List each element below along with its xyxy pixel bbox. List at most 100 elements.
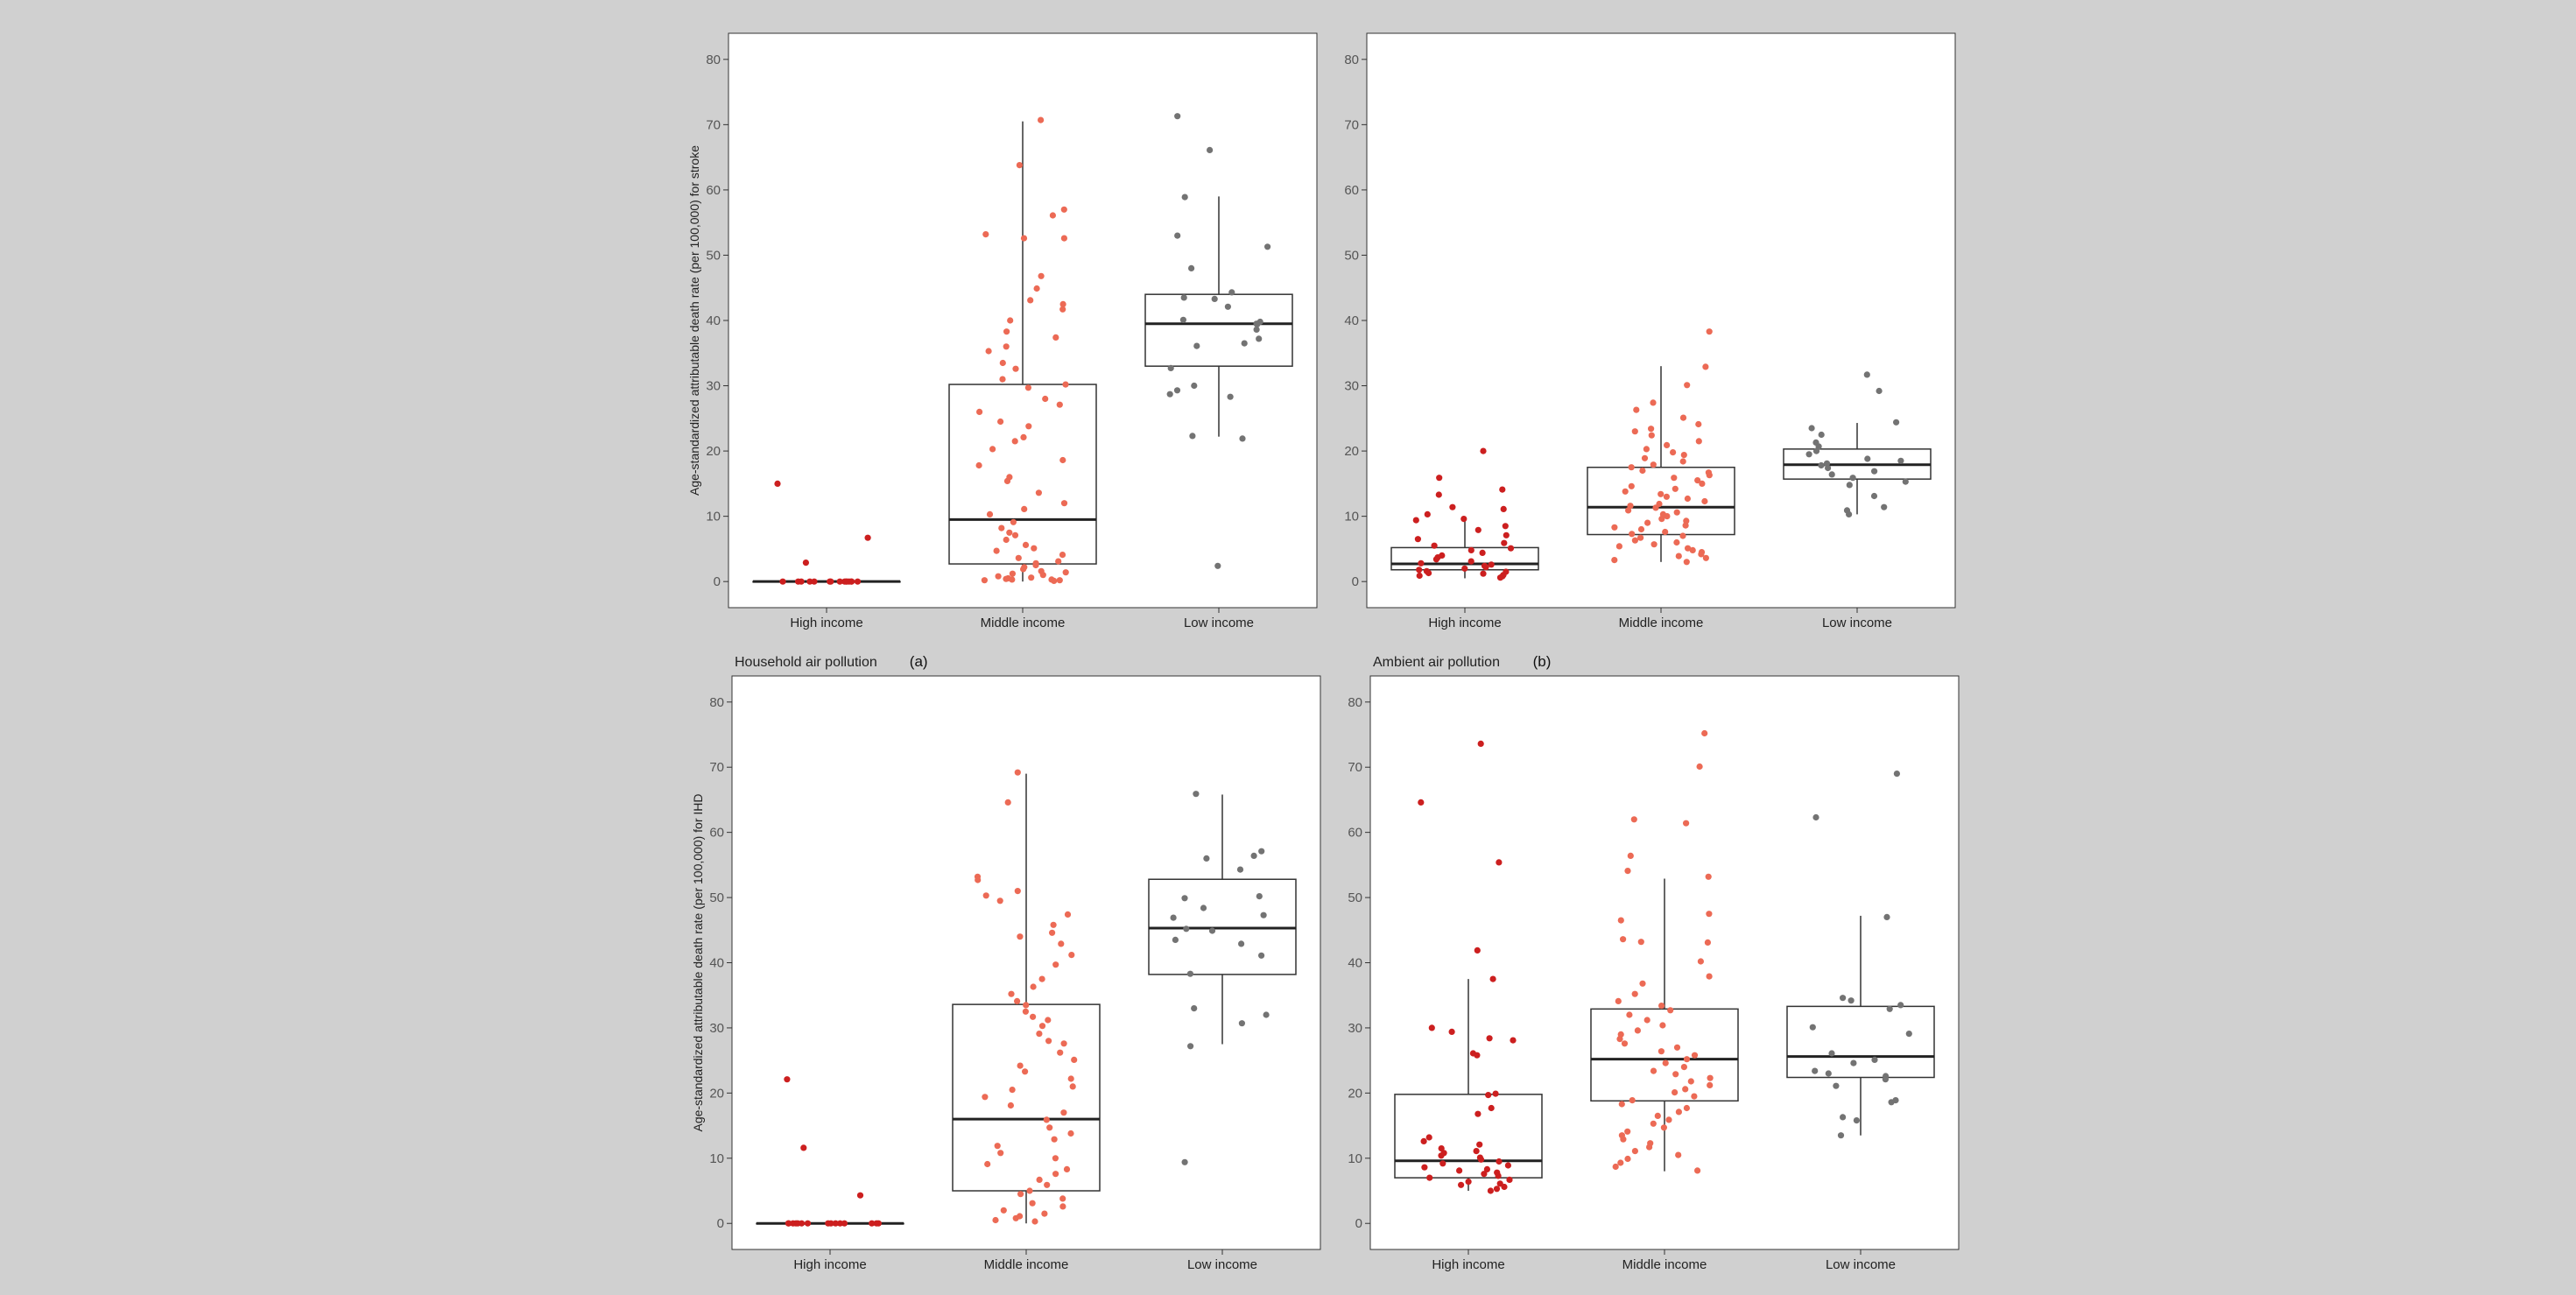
data-point [1009,570,1016,577]
data-point [1412,517,1419,524]
data-point [1477,1156,1485,1163]
data-point [1416,567,1423,574]
data-point [1045,1017,1052,1024]
data-point [1056,401,1063,408]
data-point [1062,381,1069,388]
y-tick-label: 10 [706,510,721,524]
data-point [1812,1067,1819,1074]
data-point [1485,1092,1492,1099]
data-point [1837,1132,1845,1139]
data-point [1022,1008,1029,1015]
data-point [1482,564,1489,571]
y-tick-label: 70 [709,760,724,775]
data-point [1228,289,1235,296]
box-low-income [1144,196,1293,437]
box-iqr [948,384,1097,565]
data-point [1041,1210,1048,1217]
data-point [1055,558,1062,565]
data-point [1458,1181,1465,1188]
data-point [1414,536,1421,543]
data-point [1864,455,1871,462]
data-point [1848,997,1855,1004]
data-point [1897,457,1904,464]
data-point [875,1220,882,1227]
data-point [1639,980,1646,987]
data-point [1846,482,1853,489]
y-tick-label: 40 [1348,956,1362,971]
data-point [1694,477,1701,484]
data-point [1840,1114,1847,1121]
box-middle-income [952,773,1101,1224]
data-point [1174,232,1181,239]
data-point [1496,574,1504,581]
data-point [1025,423,1032,430]
data-point [785,1220,792,1227]
data-point [1425,1134,1432,1141]
data-point [1670,449,1677,456]
data-point [1646,1144,1653,1151]
data-point [1683,1056,1691,1063]
data-point [1258,848,1265,855]
data-point [1030,1013,1037,1020]
data-point [1496,1158,1503,1165]
data-point [1672,485,1679,492]
data-point [1059,1195,1066,1202]
data-point [1431,542,1438,549]
data-point [790,1220,797,1227]
data-point [1477,740,1484,748]
data-point [836,578,843,585]
x-tick-label: Middle income [1622,1257,1707,1272]
panel-title: Household air pollution [735,655,877,670]
data-point [1685,545,1692,552]
x-tick-label: Low income [1184,616,1254,630]
data-point [1254,320,1261,328]
data-point [1183,926,1190,933]
data-point [1893,771,1900,778]
data-point [1630,816,1637,823]
data-point [1620,936,1627,943]
data-point [1172,936,1179,943]
data-point [1620,1136,1627,1143]
data-point [1812,813,1819,821]
data-point [806,578,813,585]
data-point [1663,493,1670,500]
data-point [1014,769,1021,776]
data-point [1702,554,1709,561]
data-point [1017,933,1024,940]
data-point [1416,572,1423,580]
data-point [1650,1120,1657,1127]
data-point [1068,952,1075,959]
data-point [1236,866,1244,873]
data-point [1650,399,1657,406]
data-point [1180,294,1187,301]
data-point [1193,791,1200,798]
data-point [1448,1028,1455,1035]
y-tick-label: 80 [1344,53,1359,67]
data-point [975,876,982,883]
data-point [1007,317,1014,324]
data-point [1024,384,1031,391]
data-point [1263,1011,1270,1018]
data-point [995,573,1002,580]
y-tick-label: 30 [1344,379,1359,394]
box-low-income [1148,794,1297,1045]
data-point [1032,561,1039,569]
data-point [1611,524,1618,531]
data-point [1888,1099,1895,1106]
data-point [1648,426,1655,433]
data-point [1664,513,1671,520]
data-point [1850,1059,1857,1066]
data-point [1684,382,1691,389]
data-point [1241,340,1248,347]
data-point [1189,433,1196,440]
x-tick-label: Low income [1187,1257,1257,1272]
data-point [1420,1137,1427,1144]
data-point [1673,538,1680,546]
data-point [1170,914,1177,921]
x-tick-label: Low income [1822,616,1892,630]
data-point [1052,1171,1059,1178]
data-point [1421,1164,1428,1171]
data-point [1695,438,1702,445]
data-point [1191,382,1198,390]
